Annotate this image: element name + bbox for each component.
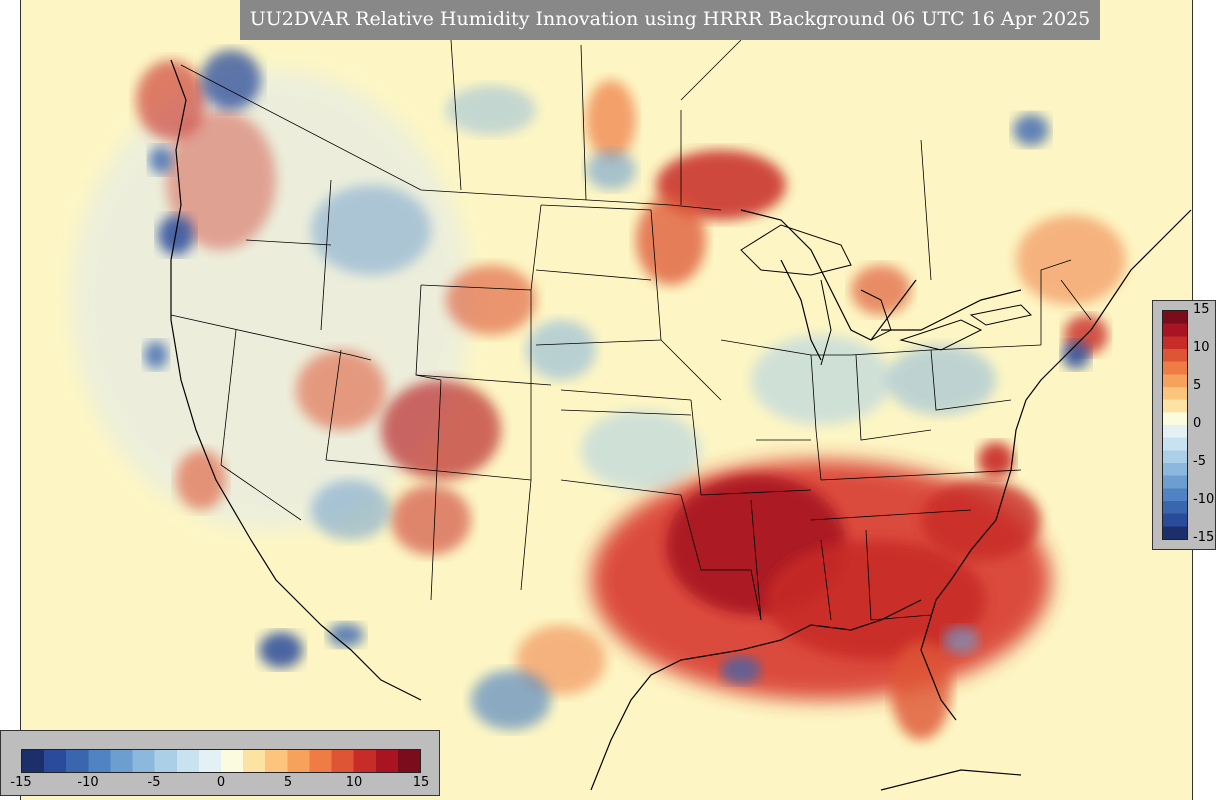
vbar-tick-label: -15 <box>1193 530 1215 545</box>
vbar-tick-label: 10 <box>1193 340 1210 355</box>
vertical-colorbar-panel: 15 10 5 0 -5 -10 -15 <box>1152 300 1216 550</box>
hbar-tick-label: 15 <box>412 775 430 790</box>
hbar-tick-label: 0 <box>216 775 226 790</box>
great-lakes <box>740 224 1032 366</box>
vbar-tick-label: 0 <box>1193 416 1202 431</box>
hbar-tick-label: 5 <box>283 775 293 790</box>
map-title: UU2DVAR Relative Humidity Innovation usi… <box>240 0 1100 40</box>
hbar-tick-label: -15 <box>10 775 32 790</box>
innovation-blobs <box>71 50 1126 740</box>
hbar-tick-label: 10 <box>345 775 363 790</box>
horizontal-colorbar-panel: -15 -10 -5 0 5 10 15 <box>0 730 440 796</box>
vbar-tick-label: 5 <box>1193 378 1202 393</box>
innovation-map <box>71 39 1192 791</box>
coastlines <box>170 59 1192 791</box>
vbar-tick-label: -5 <box>1193 454 1206 469</box>
hbar-tick-label: -5 <box>147 775 161 790</box>
map-panel[interactable] <box>20 0 1193 800</box>
state-borders <box>170 39 1092 621</box>
vbar-tick-label: -10 <box>1193 492 1215 507</box>
horizontal-colorbar <box>21 749 421 773</box>
hbar-tick-label: -10 <box>77 775 99 790</box>
vertical-colorbar <box>1162 310 1188 540</box>
vbar-tick-label: 15 <box>1193 302 1210 317</box>
